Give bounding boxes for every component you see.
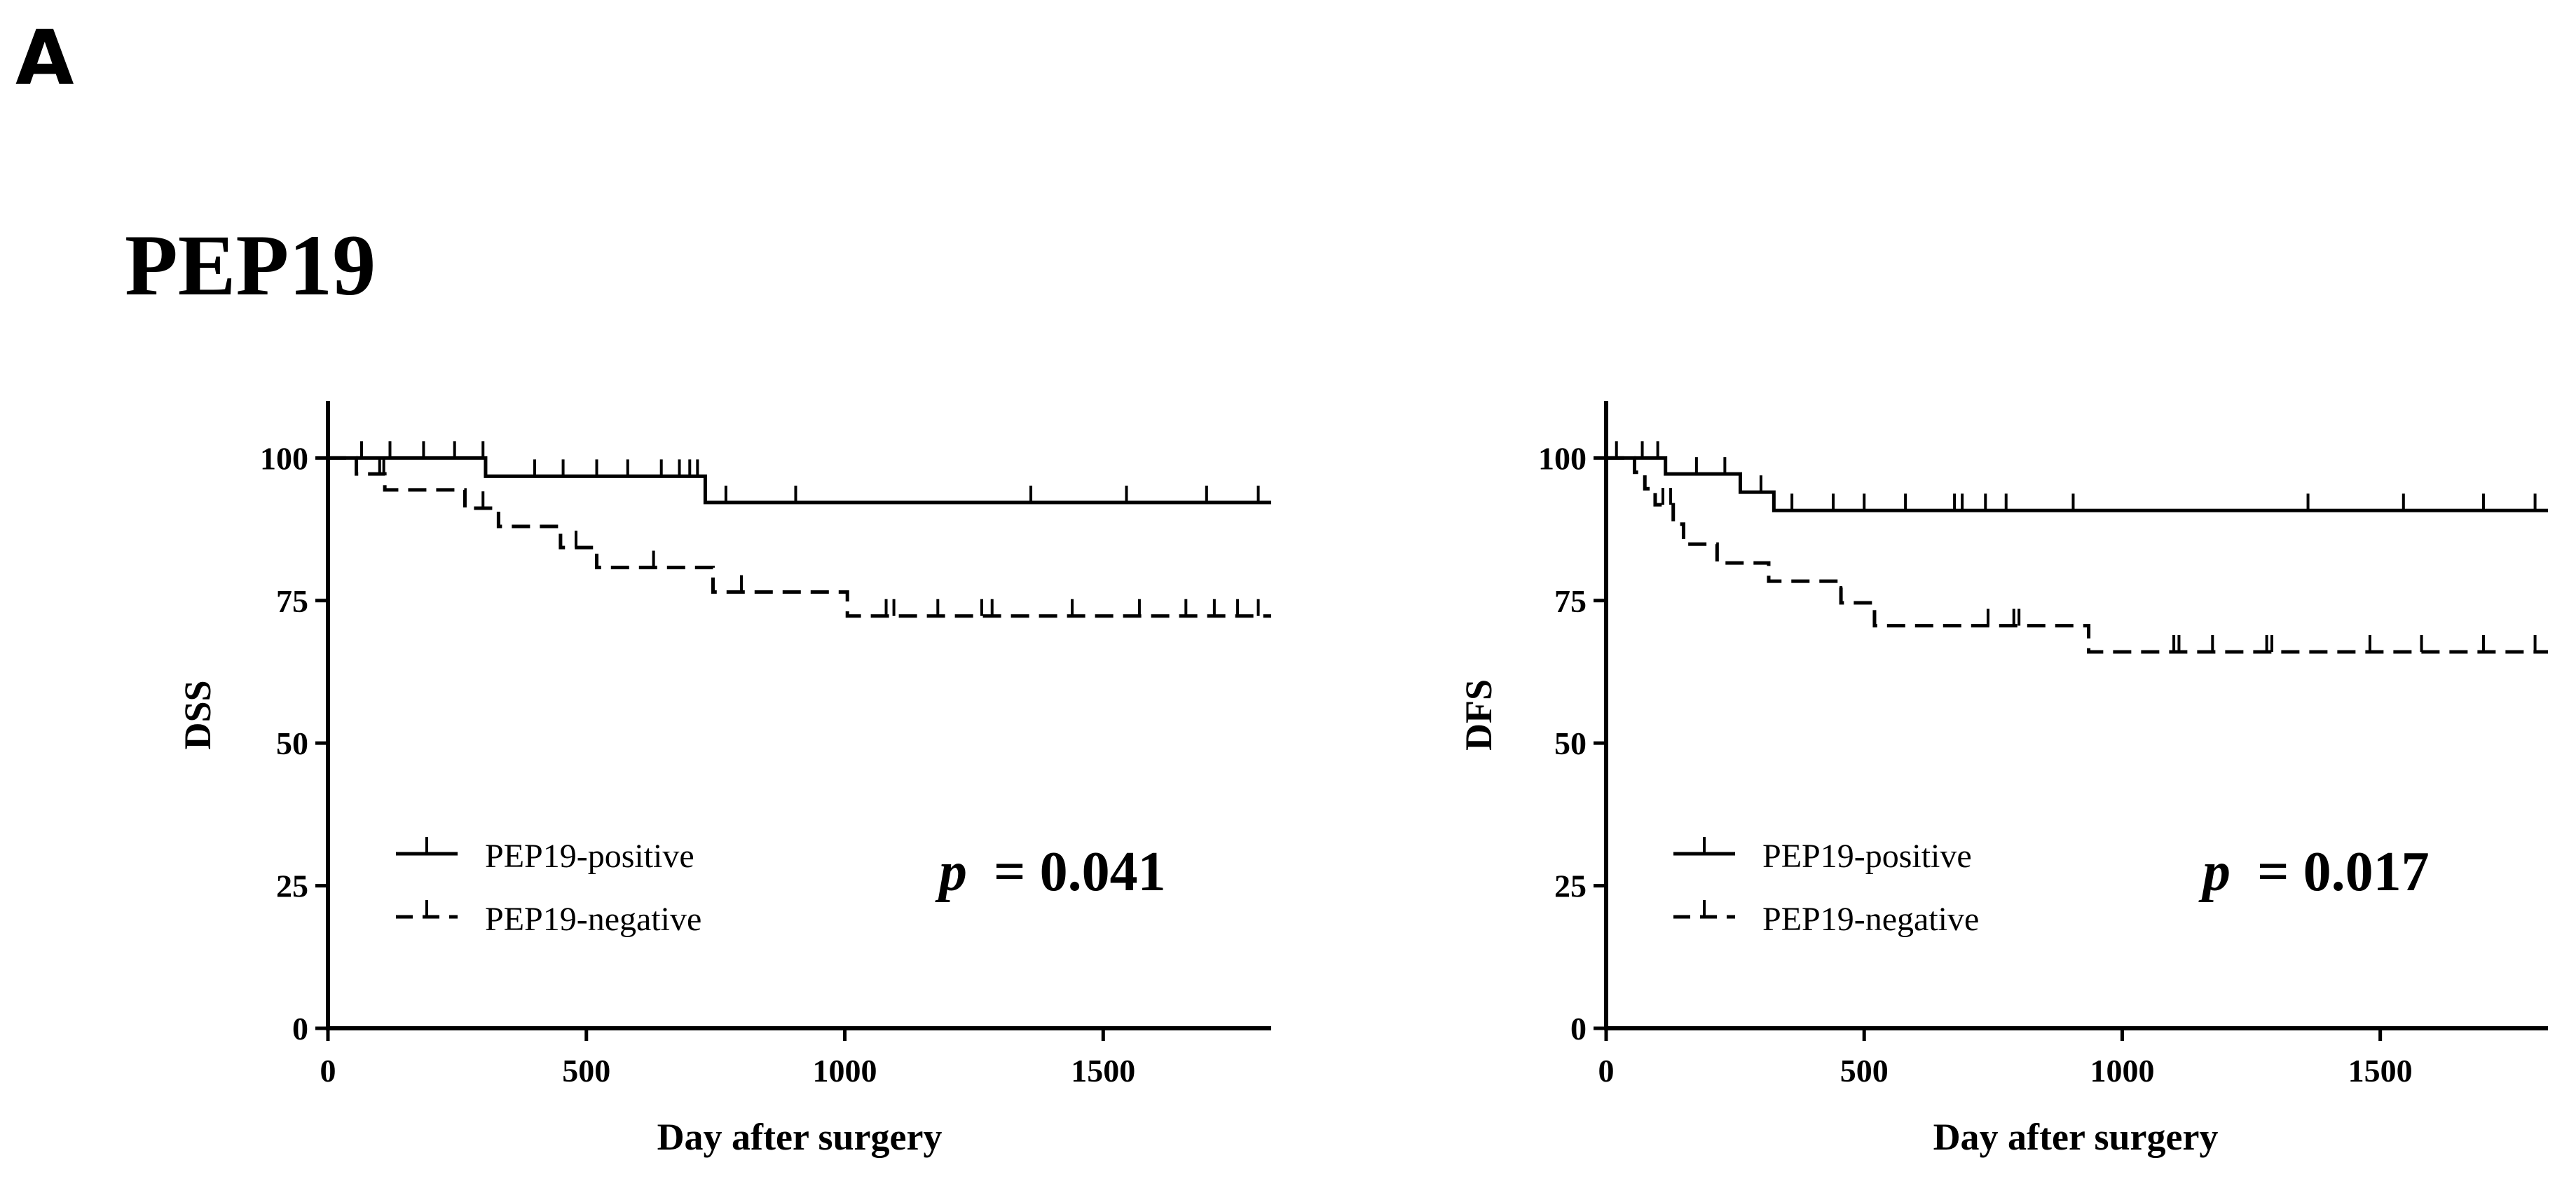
dss-x-tick-label: 1000 — [813, 1053, 877, 1089]
dfs-y-tick-label: 25 — [1554, 868, 1587, 904]
panel-label: A — [15, 15, 74, 102]
dss-x-tick-label: 0 — [320, 1053, 336, 1089]
dss-y-tick-label: 75 — [276, 583, 308, 619]
dfs-negative-curve — [1606, 456, 2548, 654]
dss-y-tick-label: 25 — [276, 868, 308, 904]
dss-negative-curve — [328, 456, 1271, 618]
dfs-x-axis-title: Day after surgery — [1933, 1116, 2219, 1158]
dfs-p-value-text: = 0.017 — [2257, 841, 2430, 903]
dss-x-tick-label: 1500 — [1071, 1053, 1135, 1089]
dss-chart: DSS Day after surgery PEP19-positive PEP… — [177, 401, 1271, 1158]
dfs-y-tick-label: 0 — [1570, 1011, 1587, 1047]
dss-y-axis-title: DSS — [177, 680, 219, 749]
dfs-y-tick-label: 75 — [1554, 583, 1587, 619]
figure-title: PEP19 — [125, 217, 376, 313]
dss-positive-curve — [328, 456, 1271, 505]
dfs-chart: DFS Day after surgery PEP19-positive PEP… — [1458, 401, 2548, 1158]
dfs-p-symbol: p — [2198, 841, 2231, 903]
dss-legend-positive-label: PEP19-positive — [485, 838, 694, 875]
dss-x-tick-label: 500 — [562, 1053, 610, 1089]
dfs-x-tick-label: 500 — [1840, 1053, 1889, 1089]
dfs-p-value: p = 0.017 — [2198, 841, 2430, 903]
dss-y-tick-label: 50 — [276, 725, 308, 761]
dfs-x-tick-label: 1500 — [2348, 1053, 2413, 1089]
dss-x-axis-title: Day after surgery — [657, 1116, 943, 1158]
dfs-legend-positive-label: PEP19-positive — [1762, 838, 1972, 875]
dfs-y-tick-label: 100 — [1538, 440, 1587, 476]
dss-legend-negative-label: PEP19-negative — [485, 901, 701, 938]
dfs-x-tick-label: 1000 — [2090, 1053, 2154, 1089]
dss-p-value: p = 0.041 — [935, 841, 1166, 903]
dss-y-tick-label: 0 — [292, 1011, 308, 1047]
dss-p-value-text: = 0.041 — [994, 841, 1166, 903]
dss-y-tick-label: 100 — [260, 440, 308, 476]
dfs-positive-curve — [1606, 456, 2548, 512]
dfs-legend-negative-label: PEP19-negative — [1762, 901, 1979, 938]
dss-p-symbol: p — [935, 841, 967, 903]
dfs-y-tick-label: 50 — [1554, 725, 1587, 761]
dfs-y-axis-title: DFS — [1458, 679, 1500, 751]
dfs-x-tick-label: 0 — [1598, 1053, 1615, 1089]
